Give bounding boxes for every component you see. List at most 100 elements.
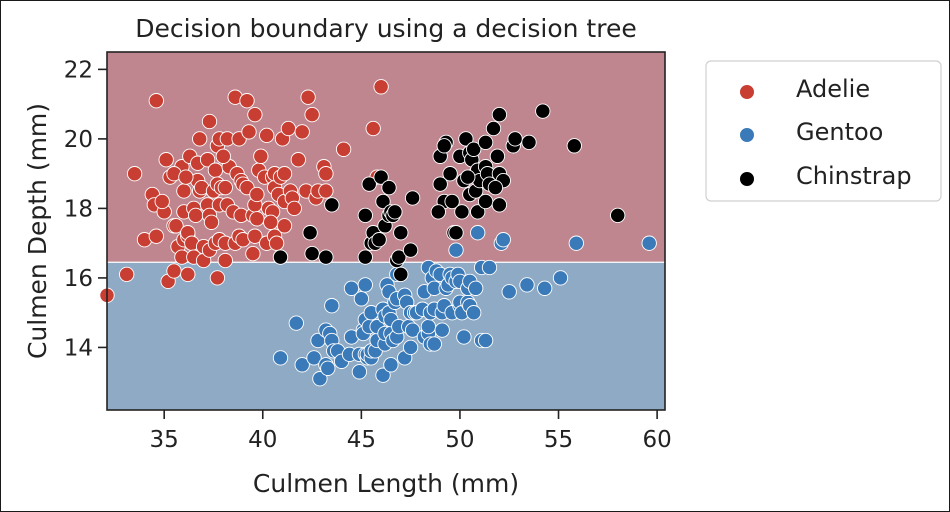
point-chinstrap <box>485 120 502 137</box>
point-chinstrap <box>430 204 446 220</box>
point-chinstrap <box>491 106 508 123</box>
point-adelie <box>253 148 269 164</box>
point-chinstrap <box>489 148 506 164</box>
y-tick-label: 22 <box>64 57 93 83</box>
point-adelie <box>318 183 334 199</box>
y-tick-label: 20 <box>64 127 93 153</box>
point-chinstrap <box>381 179 397 196</box>
x-tick-label: 55 <box>544 427 573 453</box>
point-adelie <box>373 79 389 95</box>
point-chinstrap <box>272 249 289 265</box>
point-gentoo <box>448 242 464 258</box>
point-adelie <box>276 218 293 234</box>
point-adelie <box>290 152 306 168</box>
x-axis-label: Culmen Length (mm) <box>253 469 519 498</box>
scatter-points <box>99 79 657 387</box>
point-gentoo <box>481 259 498 276</box>
point-gentoo <box>468 280 484 296</box>
point-adelie <box>365 120 381 137</box>
point-gentoo <box>312 371 328 387</box>
point-gentoo <box>501 284 517 300</box>
point-adelie <box>192 131 208 147</box>
x-axis-ticks: 35 40 45 50 55 60 <box>150 410 672 453</box>
point-adelie <box>286 200 302 217</box>
legend-label-adelie: Adelie <box>796 75 870 103</box>
y-tick-label: 18 <box>64 196 93 222</box>
point-chinstrap <box>477 193 494 210</box>
point-gentoo <box>272 350 289 366</box>
point-adelie <box>188 207 204 224</box>
point-gentoo <box>470 225 486 241</box>
point-adelie <box>178 169 194 185</box>
point-gentoo <box>537 280 553 296</box>
y-tick-label: 16 <box>64 266 93 292</box>
point-adelie <box>119 266 135 283</box>
point-adelie <box>166 263 182 279</box>
point-gentoo <box>519 277 535 293</box>
point-adelie <box>217 179 233 196</box>
legend-box <box>705 60 942 202</box>
point-adelie <box>148 228 164 244</box>
point-adelie <box>304 106 320 123</box>
point-gentoo <box>552 270 569 286</box>
legend: Adelie Gentoo Chinstrap <box>705 60 942 202</box>
legend-marker-chinstrap <box>739 171 755 187</box>
point-adelie <box>249 211 265 227</box>
point-chinstrap <box>302 225 318 241</box>
point-chinstrap <box>448 225 464 241</box>
point-gentoo <box>353 291 370 307</box>
point-adelie <box>263 214 279 230</box>
point-gentoo <box>477 332 494 349</box>
point-gentoo <box>320 360 336 376</box>
point-chinstrap <box>318 249 334 265</box>
point-adelie <box>300 89 316 105</box>
point-chinstrap <box>387 204 403 220</box>
point-adelie <box>203 214 220 230</box>
point-chinstrap <box>436 138 452 154</box>
point-gentoo <box>288 315 304 331</box>
legend-label-chinstrap: Chinstrap <box>796 162 912 190</box>
point-adelie <box>268 235 285 251</box>
point-chinstrap <box>460 169 476 185</box>
point-adelie <box>249 186 265 203</box>
point-adelie <box>207 162 224 178</box>
point-chinstrap <box>373 169 389 185</box>
legend-marker-adelie <box>739 84 755 100</box>
point-gentoo <box>351 364 368 380</box>
point-gentoo <box>324 298 340 314</box>
point-gentoo <box>568 235 584 251</box>
point-chinstrap <box>393 266 409 283</box>
point-chinstrap <box>477 134 494 151</box>
x-tick-label: 60 <box>642 427 671 453</box>
point-chinstrap <box>442 166 458 182</box>
point-adelie <box>280 120 297 137</box>
point-chinstrap <box>521 134 537 151</box>
y-axis-label: Culmen Depth (mm) <box>23 103 52 359</box>
point-adelie <box>148 93 164 109</box>
point-chinstrap <box>357 249 373 265</box>
point-gentoo <box>434 322 450 338</box>
point-gentoo <box>420 318 437 335</box>
point-gentoo <box>402 339 419 356</box>
x-tick-label: 50 <box>445 427 474 453</box>
point-chinstrap <box>357 207 373 224</box>
point-chinstrap <box>470 204 486 220</box>
chart-title: Decision boundary using a decision tree <box>135 14 636 43</box>
point-chinstrap <box>566 138 582 154</box>
point-chinstrap <box>371 232 387 248</box>
point-chinstrap <box>454 204 470 220</box>
point-gentoo <box>375 367 391 383</box>
point-chinstrap <box>404 190 421 206</box>
point-gentoo <box>294 357 310 373</box>
point-chinstrap <box>432 176 448 192</box>
point-gentoo <box>456 329 472 345</box>
point-adelie <box>239 93 255 109</box>
y-axis-ticks: 14 16 18 20 22 <box>64 57 107 361</box>
point-chinstrap <box>491 197 508 213</box>
legend-label-gentoo: Gentoo <box>796 118 883 146</box>
point-gentoo <box>357 277 373 293</box>
point-gentoo <box>404 322 421 338</box>
point-chinstrap <box>466 141 482 157</box>
point-chinstrap <box>444 193 460 210</box>
